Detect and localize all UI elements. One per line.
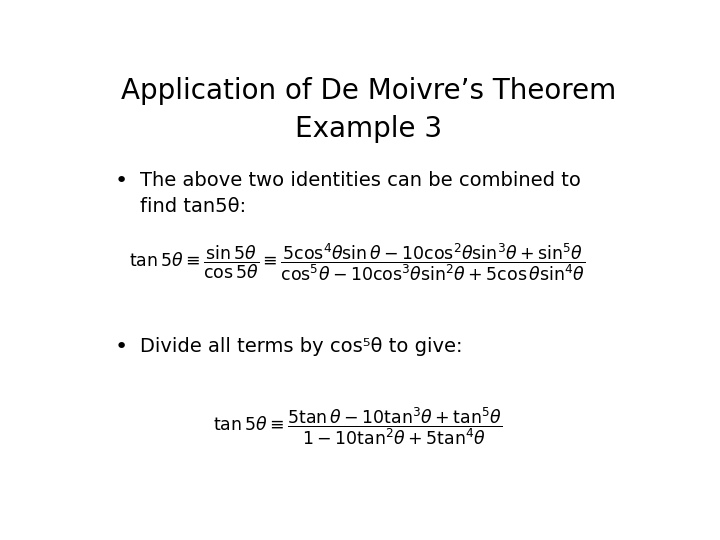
Text: $\tan 5\theta \equiv \dfrac{\sin 5\theta}{\cos 5\theta} \equiv \dfrac{5\cos^{4}\: $\tan 5\theta \equiv \dfrac{\sin 5\theta… (129, 241, 585, 283)
Text: Application of De Moivre’s Theorem
Example 3: Application of De Moivre’s Theorem Examp… (122, 77, 616, 143)
Text: •: • (115, 171, 128, 191)
Text: Divide all terms by cos⁵θ to give:: Divide all terms by cos⁵θ to give: (140, 337, 463, 356)
Text: $\tan 5\theta \equiv \dfrac{5\tan\theta - 10\tan^{3}\!\theta + \tan^{5}\!\theta}: $\tan 5\theta \equiv \dfrac{5\tan\theta … (213, 406, 502, 447)
Text: The above two identities can be combined to
find tan5θ:: The above two identities can be combined… (140, 171, 581, 217)
Text: •: • (115, 337, 128, 357)
